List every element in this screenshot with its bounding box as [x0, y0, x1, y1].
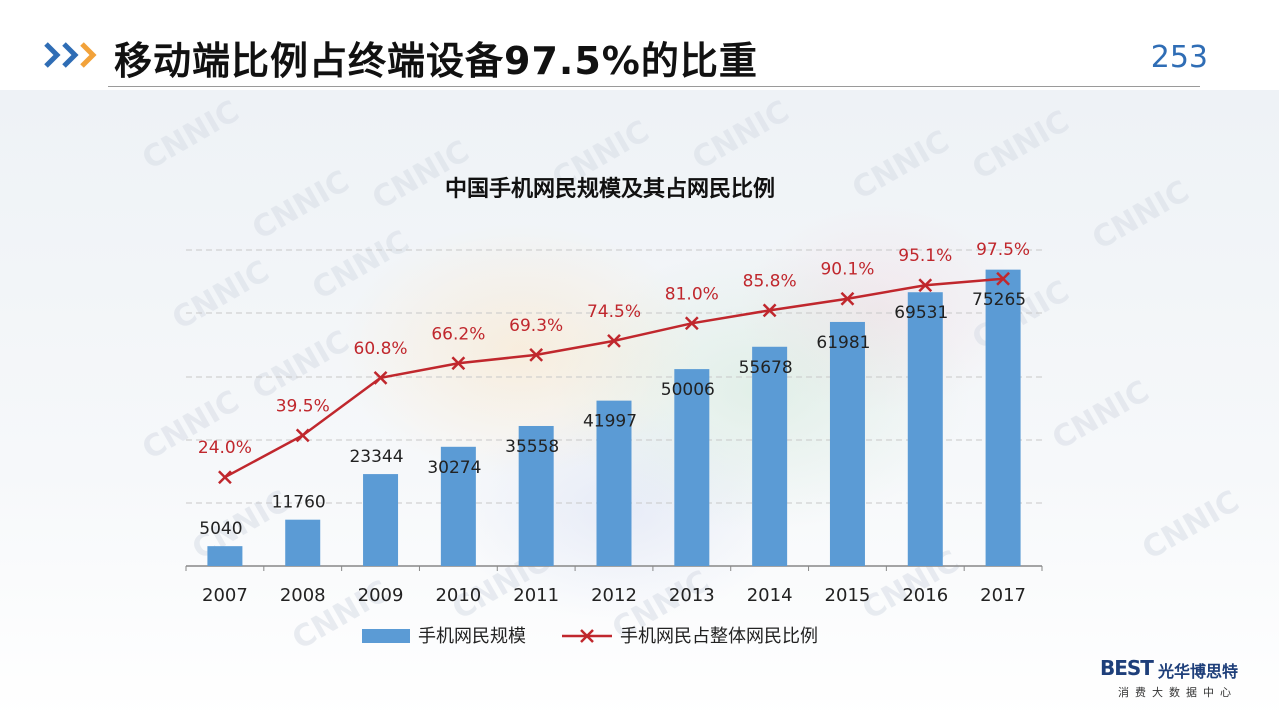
x-marker-point — [684, 316, 699, 331]
watermark-text: CNNIC — [1137, 484, 1246, 567]
watermark-text: CNNIC — [167, 254, 276, 337]
x-tick-labels: 2007 2008 2009 2010 2011 2012 2013 2014 2015 2016… — [185, 566, 1043, 606]
bar — [518, 425, 554, 566]
bar-value-label: 75265 — [972, 290, 1026, 310]
page-number: 253 — [1150, 40, 1208, 75]
x-marker-point — [218, 470, 232, 485]
line-value-label: 60.8% — [354, 339, 408, 359]
bar-value-label: 55678 — [739, 358, 793, 378]
x-tick-label: 2016 — [902, 585, 948, 606]
watermark-text: CNNIC — [1087, 174, 1196, 257]
watermark-text: CNNIC — [367, 134, 476, 217]
bar-value-label: 23344 — [349, 447, 403, 467]
bar — [752, 346, 788, 566]
watermark-text: CNNIC — [967, 274, 1076, 357]
bar — [907, 292, 943, 566]
x-marker-point — [607, 333, 621, 348]
x-tick-label: 2017 — [980, 585, 1026, 606]
line-value-labels: 24.0% 39.5% 60.8% 66.2% 69.3% 74.5% 81.0% 85.8%… — [198, 240, 1030, 458]
x-tick-label: 2010 — [435, 585, 481, 606]
map-watermark-background — [0, 90, 1279, 720]
watermark-text: CNNIC — [307, 224, 416, 307]
x-marker-point — [373, 370, 388, 385]
line-value-label: 81.0% — [665, 284, 719, 304]
bar — [596, 400, 632, 566]
bar-value-label: 11760 — [272, 493, 326, 513]
watermark-text: CNNIC — [967, 104, 1076, 187]
chevron-arrows-icon — [44, 42, 97, 68]
legend-line-label: 手机网民占整体网民比例 — [620, 626, 818, 647]
line-value-label: 90.1% — [820, 260, 874, 280]
line-value-label: 74.5% — [587, 302, 641, 322]
watermark-text: CNNIC — [687, 94, 796, 177]
line-value-label: 95.1% — [898, 246, 952, 266]
watermark-text: CNNIC — [247, 324, 356, 407]
bar-value-label: 30274 — [427, 458, 481, 478]
logo-mark: BEST — [1100, 656, 1154, 680]
x-marker-point — [918, 278, 933, 293]
x-marker-point — [840, 291, 855, 306]
legend: 手机网民规模 手机网民占整体网民比例 — [362, 626, 818, 647]
legend-bar-label: 手机网民规模 — [418, 626, 526, 647]
line-value-label: 66.2% — [431, 324, 485, 344]
bar-value-label: 61981 — [816, 333, 870, 353]
bar-value-label: 69531 — [894, 303, 948, 323]
brand-logo: BEST 光华博思特 消费大数据中心 — [1096, 654, 1266, 710]
bar — [440, 446, 476, 566]
bar — [207, 546, 243, 566]
logo-tagline: 消费大数据中心 — [1118, 686, 1237, 699]
x-tick-label: 2013 — [669, 585, 715, 606]
x-marker-point — [762, 303, 777, 318]
legend-x-marker-icon — [580, 629, 594, 643]
bar-value-labels: 5040 11760 23344 30274 35558 41997 50006 55678 6… — [199, 290, 1026, 539]
page-title: 移动端比例占终端设备97.5%的比重 — [114, 39, 758, 83]
legend-bar-swatch — [362, 629, 410, 643]
bar — [829, 321, 865, 566]
x-tick-label: 2007 — [202, 585, 248, 606]
x-marker-point — [529, 348, 544, 362]
bar-series — [207, 269, 1021, 566]
watermark-text: CNNIC — [847, 124, 956, 207]
bar-value-label: 35558 — [505, 437, 559, 457]
gridlines — [186, 249, 1042, 504]
x-tick-label: 2009 — [358, 585, 404, 606]
line-value-label: 39.5% — [276, 396, 330, 416]
x-tick-label: 2015 — [825, 585, 871, 606]
slide-header: 移动端比例占终端设备97.5%的比重 253 — [0, 0, 1279, 90]
x-tick-label: 2011 — [513, 585, 559, 606]
x-marker-point — [295, 428, 310, 443]
x-marker-point — [996, 271, 1010, 286]
x-tick-label: 2014 — [747, 585, 793, 606]
bar-value-label: 5040 — [199, 519, 242, 539]
line-value-label: 85.8% — [743, 271, 797, 291]
logo-name: 光华博思特 — [1158, 662, 1239, 681]
bar-value-label: 50006 — [661, 380, 715, 400]
x-marker-point — [451, 356, 466, 371]
bar — [985, 269, 1021, 566]
watermark-text: CNNIC — [137, 94, 246, 177]
header-divider — [108, 86, 1200, 87]
line-value-label: 69.3% — [509, 316, 563, 336]
x-tick-label: 2012 — [591, 585, 637, 606]
bar — [285, 519, 321, 566]
watermark-text: CNNIC — [1047, 374, 1156, 457]
x-tick-label: 2008 — [280, 585, 326, 606]
watermark-text: CNNIC — [247, 164, 356, 247]
bar — [363, 474, 399, 566]
line-series — [218, 271, 1010, 485]
chart-title: 中国手机网民规模及其占网民比例 — [445, 177, 775, 202]
bar-value-label: 41997 — [583, 412, 637, 432]
line-value-label: 97.5% — [976, 240, 1030, 260]
line-value-label: 24.0% — [198, 438, 252, 458]
bar — [674, 369, 710, 566]
